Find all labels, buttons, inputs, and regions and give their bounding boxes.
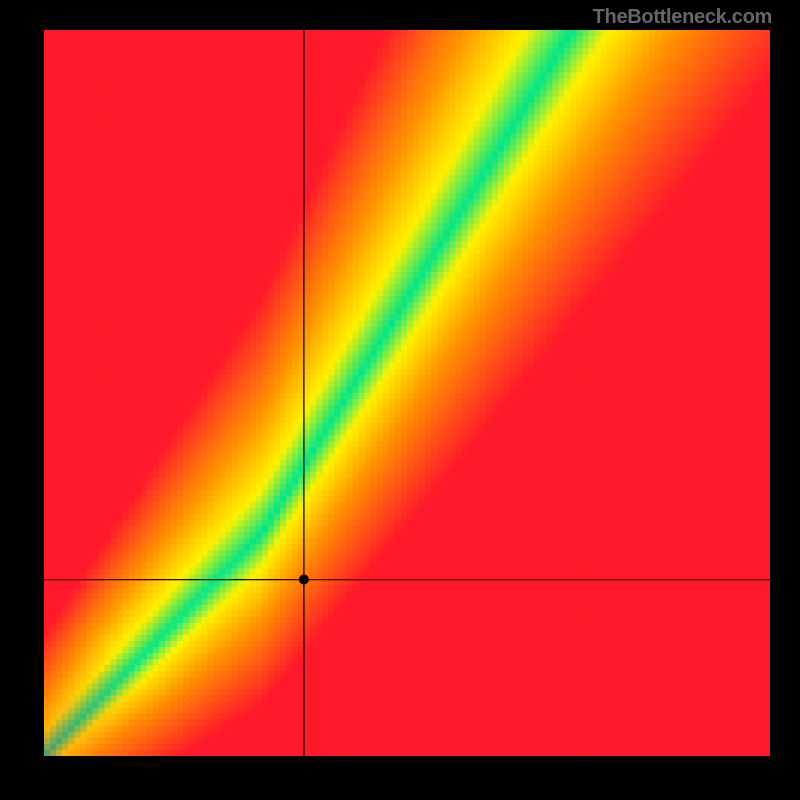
watermark-text: TheBottleneck.com bbox=[593, 6, 772, 29]
heatmap-plot bbox=[44, 30, 770, 756]
heatmap-canvas bbox=[44, 30, 770, 756]
chart-container: TheBottleneck.com bbox=[0, 0, 800, 800]
